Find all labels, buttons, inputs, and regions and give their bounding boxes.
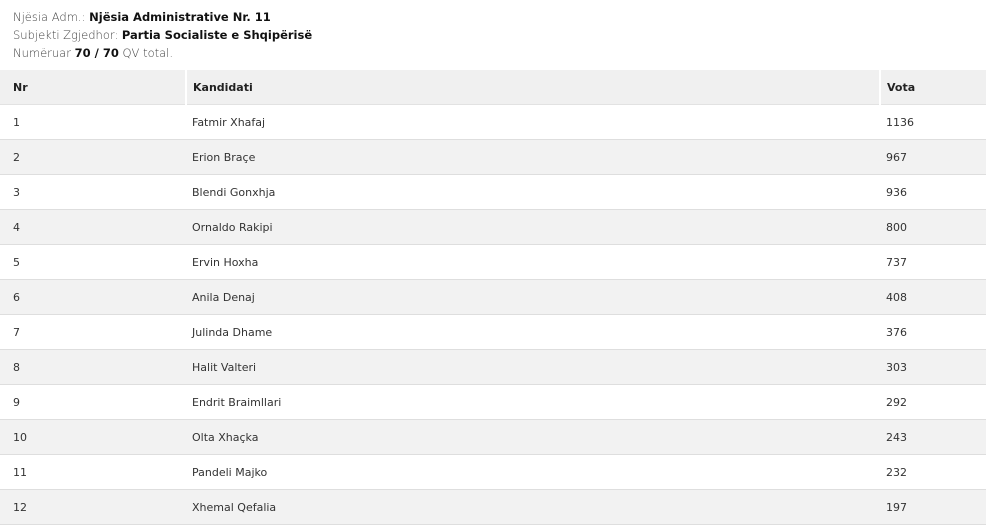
cell-nr: 1 [0, 104, 186, 140]
table-row: 9 Endrit Braimllari 292 [0, 384, 986, 420]
table-row: 7 Julinda Dhame 376 [0, 314, 986, 350]
results-info: Njësia Adm.: Njësia Administrative Nr. 1… [0, 0, 986, 62]
cell-vota: 737 [880, 244, 986, 280]
table-row: 1 Fatmir Xhafaj 1136 [0, 104, 986, 140]
cell-nr: 4 [0, 209, 186, 245]
cell-kandidati: Ornaldo Rakipi [186, 209, 880, 245]
njesia-value: Njësia Administrative Nr. 11 [89, 10, 271, 24]
table-row: 10 Olta Xhaçka 243 [0, 419, 986, 455]
cell-kandidati: Pandeli Majko [186, 454, 880, 490]
cell-vota: 376 [880, 314, 986, 350]
table-row: 12 Xhemal Qefalia 197 [0, 489, 986, 525]
table-row: 2 Erion Braçe 967 [0, 139, 986, 175]
cell-nr: 11 [0, 454, 186, 490]
cell-nr: 9 [0, 384, 186, 420]
header-nr[interactable]: Nr [0, 70, 186, 105]
cell-nr: 3 [0, 174, 186, 210]
cell-vota: 1136 [880, 104, 986, 140]
numeruar-line: Numëruar 70 / 70 QV total. [13, 46, 174, 60]
cell-nr: 7 [0, 314, 186, 350]
cell-vota: 967 [880, 139, 986, 175]
candidates-table: Nr Kandidati Vota 1 Fatmir Xhafaj 1136 2 Eri… [0, 70, 986, 525]
cell-nr: 6 [0, 279, 186, 315]
cell-nr: 10 [0, 419, 186, 455]
cell-kandidati: Julinda Dhame [186, 314, 880, 350]
njesia-line: Njësia Adm.: Njësia Administrative Nr. 1… [13, 10, 271, 24]
cell-kandidati: Blendi Gonxhja [186, 174, 880, 210]
cell-vota: 936 [880, 174, 986, 210]
cell-vota: 197 [880, 489, 986, 525]
cell-nr: 5 [0, 244, 186, 280]
cell-vota: 408 [880, 279, 986, 315]
cell-vota: 292 [880, 384, 986, 420]
table-header-row: Nr Kandidati Vota [0, 70, 986, 105]
cell-nr: 2 [0, 139, 186, 175]
header-kandidati[interactable]: Kandidati [185, 70, 880, 105]
header-vota[interactable]: Vota [879, 70, 986, 105]
cell-kandidati: Ervin Hoxha [186, 244, 880, 280]
cell-kandidati: Xhemal Qefalia [186, 489, 880, 525]
cell-vota: 232 [880, 454, 986, 490]
subjekti-value: Partia Socialiste e Shqipërisë [121, 28, 313, 42]
cell-kandidati: Erion Braçe [186, 139, 880, 175]
cell-nr: 12 [0, 489, 186, 525]
numeruar-value: 70 / 70 [74, 46, 119, 60]
cell-kandidati: Fatmir Xhafaj [186, 104, 880, 140]
table-row: 6 Anila Denaj 408 [0, 279, 986, 315]
table-row: 8 Halit Valteri 303 [0, 349, 986, 385]
table-row: 4 Ornaldo Rakipi 800 [0, 209, 986, 245]
cell-vota: 243 [880, 419, 986, 455]
cell-vota: 800 [880, 209, 986, 245]
table-row: 11 Pandeli Majko 232 [0, 454, 986, 490]
cell-nr: 8 [0, 349, 186, 385]
table-row: 5 Ervin Hoxha 737 [0, 244, 986, 280]
cell-vota: 303 [880, 349, 986, 385]
cell-kandidati: Halit Valteri [186, 349, 880, 385]
cell-kandidati: Olta Xhaçka [186, 419, 880, 455]
table-row: 3 Blendi Gonxhja 936 [0, 174, 986, 210]
cell-kandidati: Anila Denaj [186, 279, 880, 315]
cell-kandidati: Endrit Braimllari [186, 384, 880, 420]
subjekti-line: Subjekti Zgjedhor: Partia Socialiste e S… [13, 28, 313, 42]
